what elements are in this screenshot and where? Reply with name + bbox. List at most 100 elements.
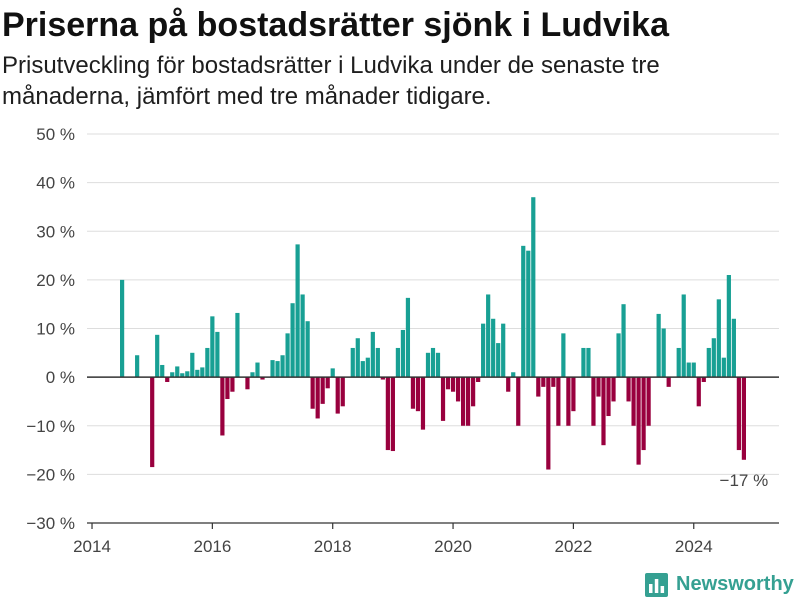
bar-2015-11 <box>200 367 205 378</box>
bar-2015-06 <box>175 366 180 378</box>
bar-2021-07 <box>541 377 546 387</box>
bar-2015-10 <box>195 369 200 378</box>
bar-2022-11 <box>621 304 626 378</box>
bar-2019-05 <box>410 377 416 409</box>
bar-2018-06 <box>355 338 360 378</box>
bar-2024-07 <box>721 357 726 378</box>
bars <box>120 197 746 470</box>
bar-2014-07 <box>120 279 125 378</box>
chart-subtitle: Prisutveckling för bostadsrätter i Ludvi… <box>2 52 660 110</box>
bar-2017-06 <box>295 244 300 378</box>
bar-2018-03 <box>340 377 345 407</box>
newsworthy-logo-text: Newsworthy <box>676 572 794 595</box>
bar-2021-08 <box>546 377 551 470</box>
bar-2020-07 <box>481 323 486 378</box>
axes <box>87 376 779 529</box>
bar-2016-02 <box>215 331 220 378</box>
bar-2023-12 <box>686 362 691 378</box>
x-tick-label: 2020 <box>434 537 472 556</box>
bar-2020-02 <box>455 377 461 402</box>
y-tick-label: 30 % <box>36 222 75 241</box>
bar-2024-02 <box>696 377 701 407</box>
bar-2019-11 <box>440 377 446 421</box>
bar-2019-02 <box>395 347 400 378</box>
bar-2015-03 <box>160 364 165 378</box>
newsworthy-logo: Newsworthy <box>645 569 794 599</box>
bar-2015-04 <box>165 377 170 382</box>
bar-2018-09 <box>370 331 375 378</box>
bar-2017-03 <box>280 355 285 378</box>
bar-2022-01 <box>571 377 576 412</box>
bar-2019-07 <box>420 377 426 430</box>
bar-2021-02 <box>516 377 521 426</box>
bar-2017-11 <box>320 377 325 404</box>
bar-2022-06 <box>596 377 601 397</box>
bar-2023-10 <box>676 347 681 378</box>
bar-2019-08 <box>425 352 431 378</box>
bar-2016-08 <box>245 377 250 390</box>
bar-2023-04 <box>646 377 651 426</box>
bar-2023-03 <box>641 377 646 451</box>
bar-2020-10 <box>496 343 501 378</box>
bar-2023-11 <box>681 294 686 378</box>
bar-2024-09 <box>731 318 736 378</box>
bar-2020-01 <box>450 377 456 392</box>
bar-2018-11 <box>380 377 385 380</box>
y-tick-label: −30 % <box>26 514 75 533</box>
bar-2020-05 <box>471 377 476 407</box>
bar-2018-02 <box>335 377 340 414</box>
bar-2024-03 <box>701 377 706 382</box>
bar-2018-05 <box>350 347 355 378</box>
bar-2018-07 <box>360 361 365 378</box>
bar-2021-09 <box>551 377 556 387</box>
bar-2017-05 <box>290 303 295 378</box>
bar-2022-07 <box>601 377 606 446</box>
x-tick-label: 2016 <box>193 537 231 556</box>
bar-2021-04 <box>526 250 531 378</box>
bar-2015-09 <box>190 352 195 378</box>
bar-2019-03 <box>400 329 406 378</box>
bar-2016-01 <box>210 316 215 378</box>
bar-2014-10 <box>135 355 140 378</box>
x-tick-label: 2022 <box>554 537 592 556</box>
bar-2024-10 <box>736 377 741 451</box>
bar-2015-01 <box>150 377 155 468</box>
y-tick-label: 40 % <box>36 174 75 193</box>
bar-2020-08 <box>486 294 491 378</box>
bar-2018-08 <box>365 357 370 378</box>
annotations: −17 % <box>720 471 769 490</box>
bar-2021-06 <box>536 377 541 397</box>
bar-2022-09 <box>611 377 616 402</box>
x-tick-label: 2018 <box>314 537 352 556</box>
bar-2016-06 <box>235 312 240 378</box>
bar-2019-04 <box>405 297 411 378</box>
bar-2023-06 <box>656 313 661 378</box>
bar-2021-10 <box>556 377 561 426</box>
bar-2016-11 <box>260 377 265 380</box>
bar-2016-05 <box>230 377 235 392</box>
bar-2017-08 <box>305 321 310 378</box>
bar-2015-02 <box>155 334 160 378</box>
bar-2016-03 <box>220 377 225 436</box>
bar-2017-12 <box>325 377 330 389</box>
bar-2019-06 <box>415 377 421 412</box>
bar-2015-12 <box>205 347 210 378</box>
bar-2023-02 <box>636 377 641 465</box>
x-tick-label: 2024 <box>675 537 713 556</box>
bar-2020-11 <box>501 323 506 378</box>
annotation-label: −17 % <box>720 471 769 490</box>
bar-2019-10 <box>435 352 441 378</box>
bar-2022-08 <box>606 377 611 417</box>
bar-2017-07 <box>300 294 305 378</box>
bar-2017-02 <box>275 361 280 378</box>
bar-2020-03 <box>460 377 466 426</box>
y-tick-label: −10 % <box>26 417 75 436</box>
newsworthy-logo-icon <box>645 573 668 597</box>
bar-2021-03 <box>521 245 526 378</box>
bar-2017-04 <box>285 333 290 378</box>
bar-2021-11 <box>561 333 566 378</box>
bar-2023-08 <box>666 377 671 387</box>
bar-2022-12 <box>626 377 631 402</box>
bar-2017-01 <box>270 360 275 378</box>
